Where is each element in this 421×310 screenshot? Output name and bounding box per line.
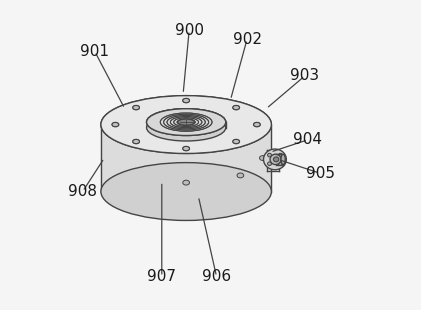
Text: 901: 901 [80,44,109,59]
Ellipse shape [178,119,195,125]
Text: 903: 903 [290,68,320,83]
Ellipse shape [133,140,139,144]
Ellipse shape [273,157,279,162]
Text: 908: 908 [68,184,97,199]
Ellipse shape [278,162,282,166]
Ellipse shape [147,114,226,141]
Ellipse shape [101,163,272,220]
Ellipse shape [281,154,285,165]
Ellipse shape [233,140,240,144]
Ellipse shape [237,138,244,143]
Ellipse shape [183,180,189,185]
Ellipse shape [233,105,240,110]
Ellipse shape [101,95,272,153]
Ellipse shape [133,140,139,144]
Ellipse shape [133,105,139,110]
Ellipse shape [147,109,226,135]
Ellipse shape [259,156,266,161]
Ellipse shape [237,173,244,178]
Ellipse shape [112,122,119,127]
Ellipse shape [183,146,189,151]
Ellipse shape [147,109,226,135]
Ellipse shape [253,122,260,127]
Ellipse shape [264,149,286,170]
Ellipse shape [278,153,282,157]
Ellipse shape [268,153,272,157]
Text: 900: 900 [175,23,204,38]
Ellipse shape [270,154,281,165]
Text: 907: 907 [147,269,176,284]
Ellipse shape [233,105,240,110]
Ellipse shape [183,98,189,103]
Ellipse shape [133,105,139,110]
Ellipse shape [183,146,189,151]
Text: 906: 906 [202,269,231,284]
Ellipse shape [101,95,272,153]
Ellipse shape [112,122,119,127]
Ellipse shape [183,98,189,103]
Text: 905: 905 [306,166,335,181]
Polygon shape [101,125,272,192]
Ellipse shape [178,119,195,125]
Ellipse shape [268,162,272,166]
Ellipse shape [147,109,226,135]
Ellipse shape [233,140,240,144]
Ellipse shape [253,122,260,127]
Ellipse shape [183,131,189,136]
Text: 904: 904 [293,132,322,147]
Text: 902: 902 [232,32,261,47]
